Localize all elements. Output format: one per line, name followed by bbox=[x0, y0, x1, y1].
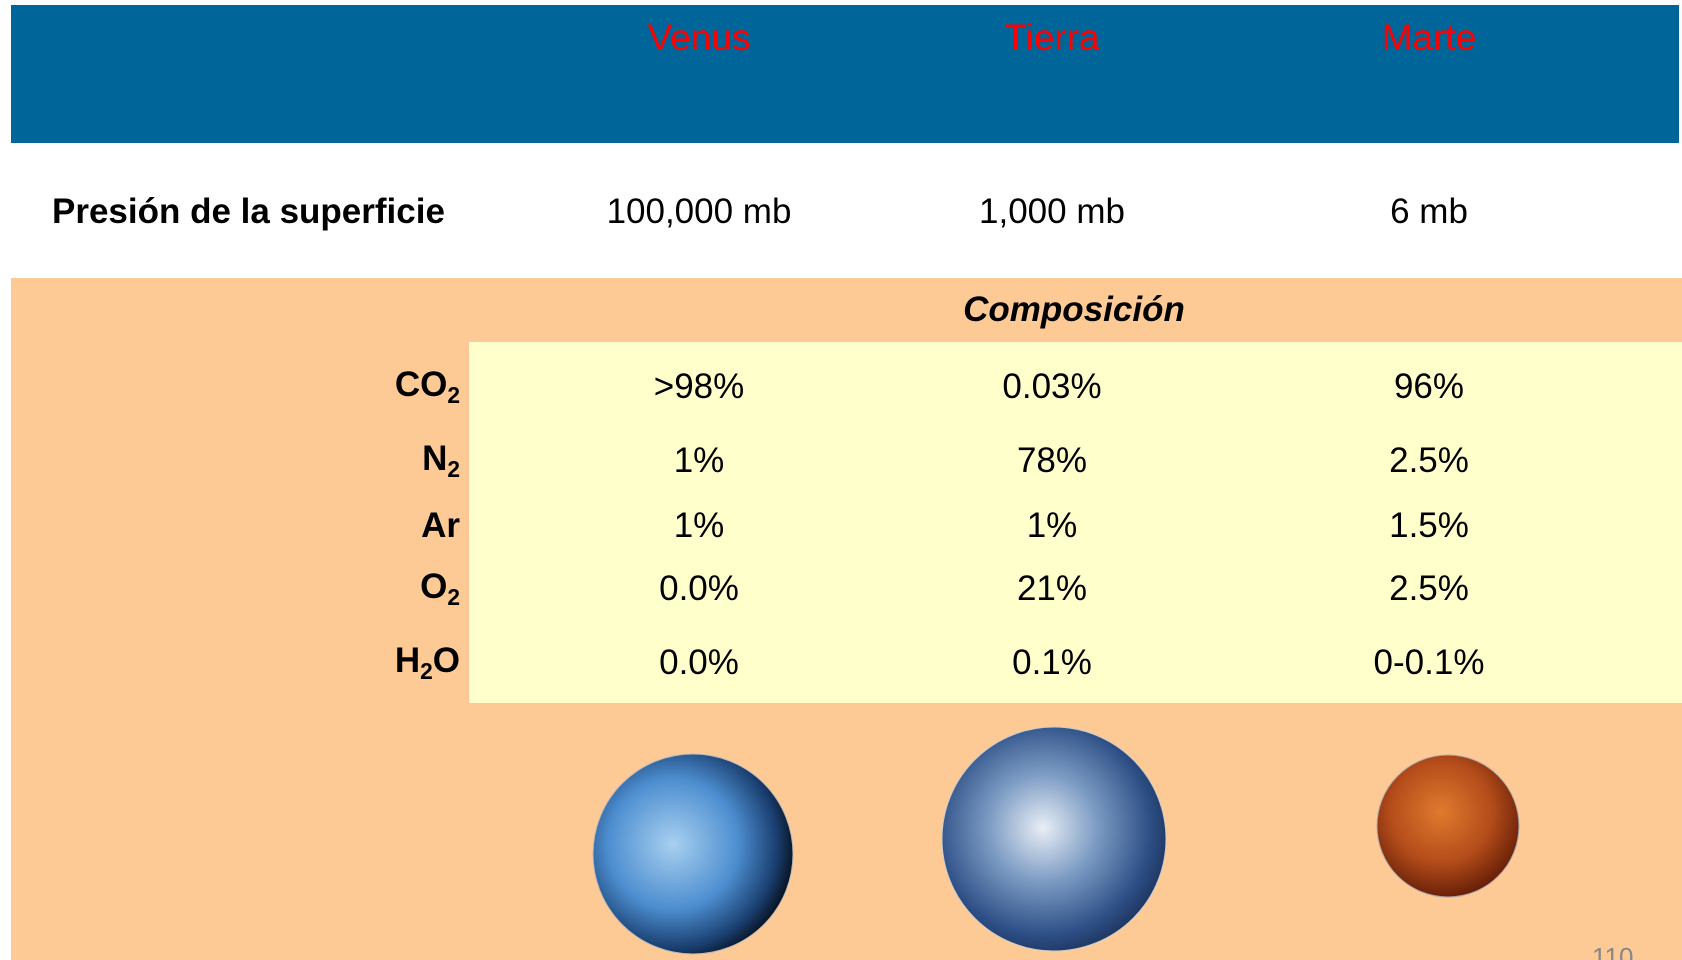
composition-value: 0.0% bbox=[659, 569, 739, 608]
composition-value: 1% bbox=[673, 441, 725, 480]
composition-value: 78% bbox=[1016, 441, 1088, 480]
subscript: 2 bbox=[420, 657, 433, 684]
subscript: 2 bbox=[447, 583, 460, 610]
composition-value: 96% bbox=[1393, 367, 1465, 406]
venus-image bbox=[592, 753, 794, 955]
column-header: Venus bbox=[647, 17, 751, 58]
column-header: Tierra bbox=[1004, 17, 1100, 58]
gas-label: CO2 bbox=[395, 365, 460, 409]
composition-value: 2.5% bbox=[1389, 569, 1469, 608]
composition-value: 1.5% bbox=[1389, 506, 1469, 545]
gas-label: O2 bbox=[420, 567, 460, 611]
header-band bbox=[11, 5, 1679, 143]
gas-label: N2 bbox=[422, 439, 460, 483]
subscript: 2 bbox=[447, 381, 460, 408]
composition-value: 1% bbox=[1026, 506, 1078, 545]
composition-title: Composición bbox=[963, 290, 1185, 329]
composition-value: >98% bbox=[653, 367, 745, 406]
composition-value: 1% bbox=[673, 506, 725, 545]
composition-value: 0.1% bbox=[1012, 643, 1092, 682]
gas-label: Ar bbox=[421, 506, 460, 546]
formula-part: N bbox=[422, 439, 448, 479]
composition-value: 0.03% bbox=[1002, 367, 1102, 406]
composition-value: 2.5% bbox=[1389, 441, 1469, 480]
pressure-value: 1,000 mb bbox=[979, 192, 1125, 231]
formula-part: Ar bbox=[421, 506, 460, 545]
formula-part: H bbox=[394, 641, 421, 681]
column-header: Marte bbox=[1381, 17, 1477, 58]
subscript: 2 bbox=[447, 455, 460, 482]
formula-part: CO bbox=[394, 365, 448, 405]
gas-label: H2O bbox=[395, 641, 460, 685]
formula-part: O bbox=[420, 567, 448, 607]
pressure-label: Presión de la superficie bbox=[52, 192, 445, 231]
composition-table-bg bbox=[469, 342, 1682, 703]
composition-value: 21% bbox=[1016, 569, 1088, 608]
pressure-value: 100,000 mb bbox=[606, 192, 792, 231]
page-number: 110 bbox=[1592, 942, 1634, 960]
pressure-value: 6 mb bbox=[1390, 192, 1468, 231]
mars-image bbox=[1376, 754, 1520, 898]
earth-image bbox=[941, 726, 1167, 952]
composition-value: 0.0% bbox=[659, 643, 739, 682]
formula-part: O bbox=[432, 641, 460, 681]
composition-value: 0-0.1% bbox=[1373, 643, 1485, 682]
